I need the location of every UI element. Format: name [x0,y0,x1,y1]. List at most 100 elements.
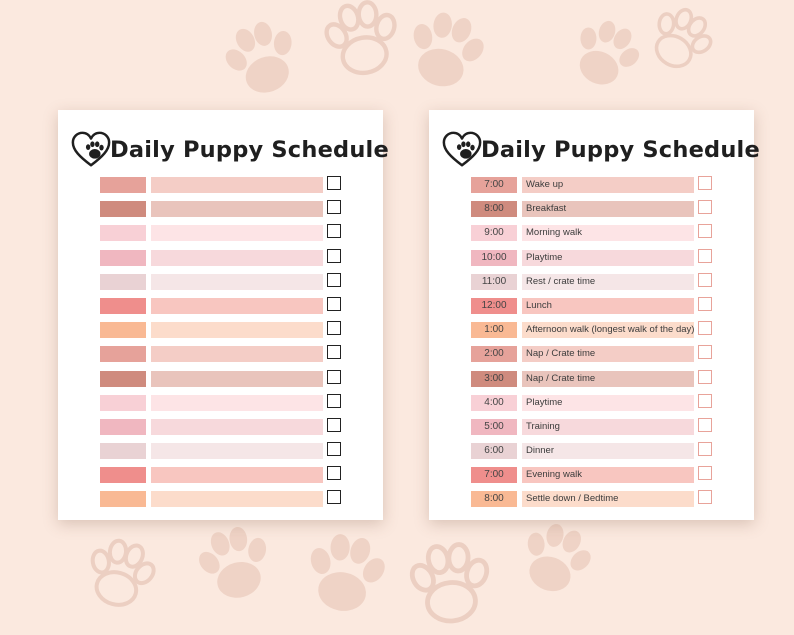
activity-cell[interactable] [151,370,323,387]
activity-cell[interactable] [151,297,323,314]
schedule-row: 7:00 Wake up [471,176,717,200]
time-cell[interactable]: 8:00 [471,491,517,508]
time-cell[interactable]: 4:00 [471,394,517,411]
time-cell[interactable]: 2:00 [471,346,517,363]
time-cell[interactable] [100,249,146,266]
schedule-row: 7:00 Evening walk [471,466,717,490]
time-cell[interactable]: 12:00 [471,297,517,314]
checkbox[interactable] [698,345,712,360]
checkbox[interactable] [698,417,712,432]
time-cell[interactable]: 7:00 [471,177,517,193]
time-cell[interactable]: 3:00 [471,370,517,387]
checkbox[interactable] [327,200,341,215]
schedule-row: 9:00 Morning walk [471,224,717,248]
activity-cell[interactable]: Wake up [522,177,694,193]
time-cell[interactable] [100,297,146,314]
checkbox[interactable] [327,296,341,311]
checkbox[interactable] [698,272,712,287]
checkbox[interactable] [327,224,341,239]
activity-cell[interactable]: Training [522,418,694,435]
checkbox[interactable] [698,369,712,384]
time-cell[interactable] [100,467,146,484]
activity-cell[interactable] [151,322,323,339]
checkbox[interactable] [327,345,341,360]
time-cell[interactable]: 5:00 [471,418,517,435]
time-cell[interactable] [100,322,146,339]
activity-cell[interactable] [151,225,323,242]
activity-cell[interactable]: Morning walk [522,225,694,242]
checkbox[interactable] [327,369,341,384]
activity-cell[interactable]: Settle down / Bedtime [522,491,694,508]
activity-cell[interactable] [151,418,323,435]
time-cell[interactable] [100,273,146,290]
activity-cell[interactable]: Evening walk [522,467,694,484]
checkbox[interactable] [698,200,712,215]
schedule-row: 4:00 Playtime [471,393,717,418]
schedule-row [100,224,346,248]
time-cell[interactable] [100,201,146,218]
schedule-row [100,176,346,200]
activity-cell[interactable] [151,467,323,484]
activity-cell[interactable] [151,394,323,411]
checkbox[interactable] [327,417,341,432]
checkbox[interactable] [698,296,712,311]
activity-cell[interactable]: Nap / Crate time [522,346,694,363]
time-cell[interactable] [100,418,146,435]
checkbox[interactable] [698,248,712,263]
activity-cell[interactable] [151,491,323,508]
time-cell[interactable] [100,177,146,193]
time-cell[interactable] [100,370,146,387]
activity-cell[interactable]: Rest / crate time [522,273,694,290]
heart-paw-icon [71,131,111,167]
time-cell[interactable]: 7:00 [471,467,517,484]
time-cell[interactable] [100,225,146,242]
checkbox[interactable] [698,442,712,457]
schedule-row [100,248,346,273]
activity-cell[interactable]: Breakfast [522,201,694,218]
time-cell[interactable] [100,491,146,508]
checkbox[interactable] [327,176,341,190]
checkbox[interactable] [698,321,712,336]
time-cell[interactable] [100,443,146,460]
blank-schedule-sheet: Daily Puppy Schedule [58,110,389,520]
activity-cell[interactable]: Playtime [522,394,694,411]
activity-cell[interactable]: Nap / Crate time [522,370,694,387]
checkbox[interactable] [327,393,341,408]
checkbox[interactable] [327,466,341,481]
time-cell[interactable]: 9:00 [471,225,517,242]
activity-cell[interactable] [151,177,323,193]
checkbox[interactable] [327,442,341,457]
checkbox[interactable] [698,393,712,408]
checkbox[interactable] [327,248,341,263]
schedule-row [100,466,346,490]
time-cell[interactable]: 6:00 [471,443,517,460]
checkbox[interactable] [698,224,712,239]
time-cell[interactable]: 1:00 [471,322,517,339]
checkbox[interactable] [698,466,712,481]
activity-cell[interactable] [151,249,323,266]
paw-print-icon [77,531,165,616]
schedule-row: 3:00 Nap / Crate time [471,369,717,394]
activity-cell[interactable] [151,201,323,218]
activity-cell[interactable]: Afternoon walk (longest walk of the day) [522,322,694,339]
page-title: Daily Puppy Schedule [110,137,389,163]
checkbox[interactable] [327,272,341,287]
activity-cell[interactable] [151,443,323,460]
checkbox[interactable] [698,176,712,190]
activity-cell[interactable]: Dinner [522,443,694,460]
activity-cell[interactable] [151,346,323,363]
activity-cell[interactable]: Lunch [522,297,694,314]
checkbox[interactable] [327,490,341,505]
time-cell[interactable]: 10:00 [471,249,517,266]
paw-print-icon [638,0,725,81]
schedule-row: 1:00 Afternoon walk (longest walk of the … [471,321,717,345]
paw-print-icon [561,9,652,97]
checkbox[interactable] [698,490,712,505]
time-cell[interactable]: 8:00 [471,201,517,218]
time-cell[interactable] [100,394,146,411]
time-cell[interactable]: 11:00 [471,273,517,290]
activity-cell[interactable] [151,273,323,290]
activity-cell[interactable]: Playtime [522,249,694,266]
time-cell[interactable] [100,346,146,363]
checkbox[interactable] [327,321,341,336]
